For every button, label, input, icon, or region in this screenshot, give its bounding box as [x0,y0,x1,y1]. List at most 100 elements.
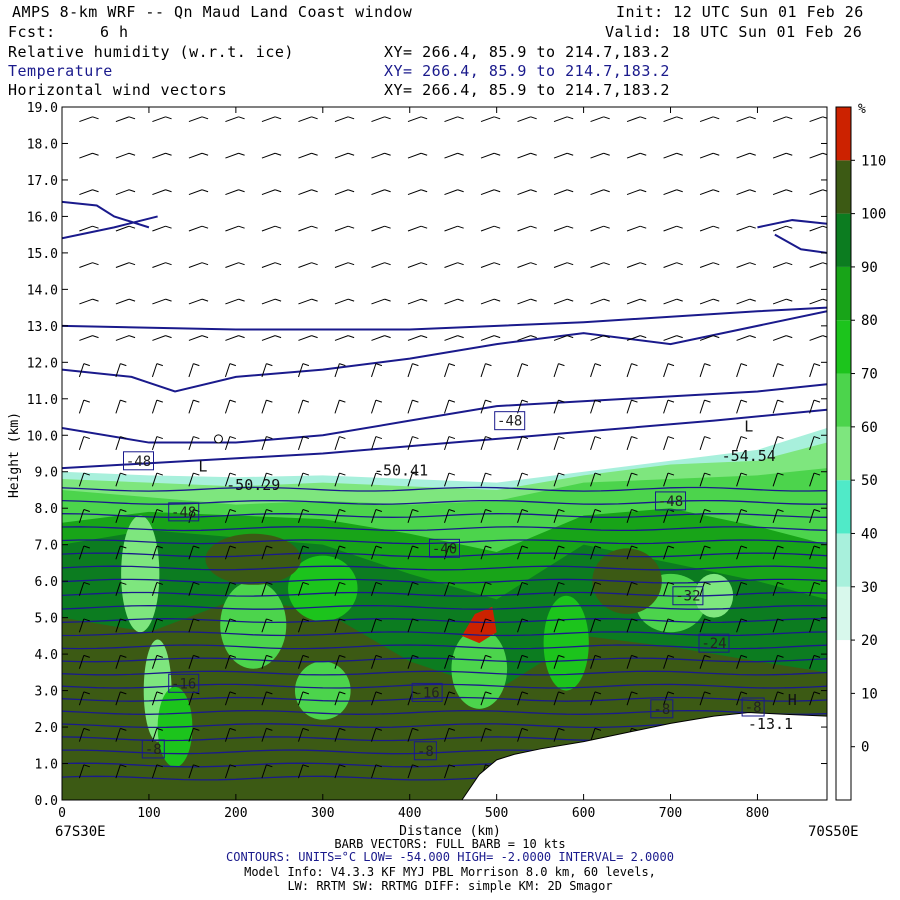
wind-barb-feather [156,691,163,695]
contour-label: -16 [414,685,439,701]
wind-barb-feather [640,225,647,229]
wind-barb-feather [120,436,127,440]
wind-barb [663,691,669,706]
wind-barb [225,189,239,196]
wind-barb [699,189,714,196]
wind-barb [261,399,267,414]
wind-barb [151,509,158,523]
wind-barb [663,582,669,596]
wind-barb-feather [384,262,391,266]
wind-barb [663,618,669,633]
wind-barb-feather [83,764,90,768]
wind-barb [152,189,166,196]
wind-barb [261,472,267,487]
wind-barb-feather [120,399,127,403]
contour-label: -48 [497,414,522,430]
wind-barb-feather [120,727,127,731]
wind-barb [553,152,568,159]
wind-barb [78,728,85,742]
wind-barb-feather [156,472,163,476]
wind-barb-feather [494,262,501,266]
wind-barb-feather [667,472,675,476]
wind-barb [261,545,267,560]
wind-barb-feather [229,581,237,585]
wind-barb [334,363,340,378]
wind-barb [444,472,450,487]
wind-barb [626,335,641,341]
wind-barb-feather [558,399,565,403]
wind-barb-feather [201,262,209,266]
contour-label-box [141,739,165,759]
wind-barb [334,189,349,196]
wind-barb [480,335,495,341]
wind-barb-feather [274,225,282,229]
wind-barb-feather [485,509,492,512]
wind-barb [699,116,714,123]
wind-barb [663,436,669,451]
wind-barb-feather [485,581,492,585]
wind-barb [115,262,130,268]
wind-barb-feather [704,436,711,440]
wind-barb-feather [193,764,200,768]
wind-barb-feather [238,262,245,266]
wind-barb [297,764,304,779]
wind-barb [297,728,304,742]
wind-barb [152,152,166,159]
temp-isotherm [62,565,827,571]
wind-barb [261,728,267,742]
temp-isotherm [62,513,827,518]
wind-barb-feather [749,189,756,193]
wind-barb [371,472,377,487]
wind-barb [261,436,267,451]
wind-barb [663,152,677,159]
temp-isotherm [62,526,827,532]
wind-barb [590,436,596,451]
wind-barb [480,225,495,232]
wind-barb [298,262,312,268]
wind-barb-feather [813,691,821,695]
wind-barb-feather [266,509,273,512]
contour-label-box [698,633,730,653]
wind-barb-feather [640,298,647,302]
wind-barb-feather [266,691,273,695]
wind-barb-feather [740,691,748,695]
x-tick-label: 300 [311,806,334,821]
wind-barb [444,335,458,341]
wind-barb-feather [485,399,492,403]
contour-label-box [494,411,526,431]
wind-barb [480,436,486,451]
wind-barb-feather [375,764,383,768]
wind-barb [188,545,194,560]
contour-label-box [411,682,443,702]
wind-barb-feather [302,363,310,367]
wind-barb-feather [193,618,200,622]
wind-barb [480,298,495,305]
wind-barb [809,225,823,232]
field-xy-wind: XY= 266.4, 85.9 to 214.7,183.2 [384,81,670,99]
rh-cell-4 [288,555,358,622]
wind-barb [297,399,304,414]
wind-barb [517,545,523,560]
temp-isotherm-upper [774,233,827,254]
colorbar-label: 30 [861,580,878,596]
colorbar-swatch [836,373,851,427]
wind-barb-feather [704,363,711,367]
wind-barb-feather [266,545,273,549]
wind-barb [407,472,413,487]
wind-barb-feather [83,545,90,549]
wind-barb-feather [193,436,200,440]
wind-barb-feather [92,335,99,339]
wind-barb-feather [558,509,565,512]
wind-barb [79,335,93,341]
wind-barb-feather [339,472,346,476]
wind-barb-feather [339,727,346,731]
x-tick-label: 600 [572,806,595,821]
wind-barb [152,262,166,268]
wind-barb-feather [412,618,419,622]
wind-barb-feather [631,581,638,585]
wind-barb [809,189,823,196]
colorbar-label: 60 [861,420,878,436]
wind-barb-feather [229,399,237,403]
colorbar-swatch [836,746,851,800]
wind-barb [772,116,787,123]
